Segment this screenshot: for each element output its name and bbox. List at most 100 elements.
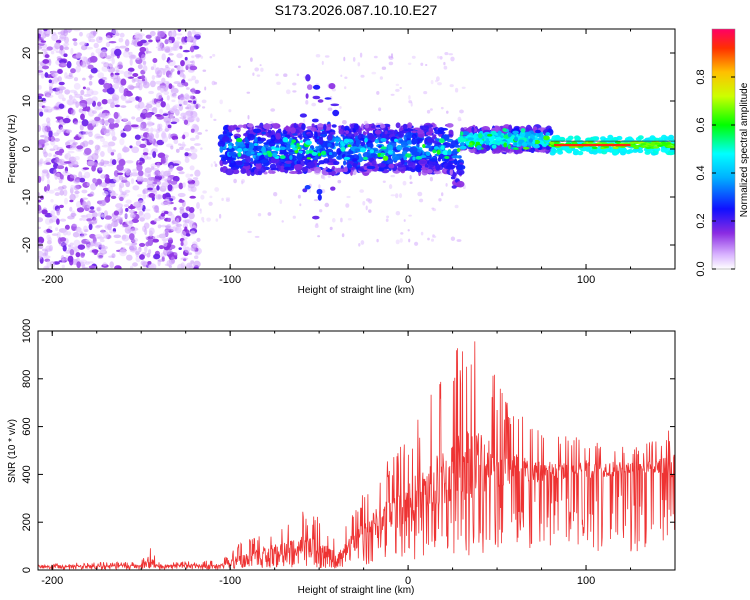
heatmap-cell: [57, 31, 64, 35]
heatmap-cell: [79, 41, 87, 46]
heatmap-cell: [352, 168, 357, 176]
heatmap-cell: [86, 243, 91, 250]
heatmap-cell: [263, 144, 270, 148]
heatmap-cell: [503, 142, 507, 148]
heatmap-cell: [44, 136, 50, 143]
heatmap-cell: [305, 149, 310, 155]
heatmap-cell: [173, 41, 181, 44]
heatmap-cell: [157, 224, 162, 229]
heatmap-cell: [340, 134, 345, 137]
heatmap-x-tick-label: 0: [405, 274, 411, 286]
heatmap-cell: [123, 145, 127, 153]
heatmap-cell: [280, 151, 290, 155]
heatmap-cell: [227, 157, 236, 161]
heatmap-cell: [269, 144, 275, 147]
heatmap-cell: [178, 247, 182, 251]
heatmap-cell: [42, 125, 47, 133]
heatmap-cell: [176, 64, 181, 71]
heatmap-cell: [183, 264, 190, 269]
heatmap-cell: [450, 56, 455, 62]
heatmap-cell: [66, 61, 72, 69]
heatmap-cell: [495, 136, 502, 141]
heatmap-cell: [612, 150, 619, 155]
heatmap-cell: [54, 192, 60, 197]
heatmap-cell: [56, 208, 61, 213]
heatmap-cell: [557, 150, 564, 155]
heatmap-cell: [172, 175, 180, 182]
heatmap-cell: [72, 38, 78, 42]
heatmap-cell: [411, 55, 416, 59]
heatmap-cell: [71, 258, 78, 266]
heatmap-cell: [58, 81, 65, 86]
heatmap-cell: [260, 67, 264, 72]
heatmap-cell: [139, 124, 144, 131]
heatmap-cell: [145, 34, 152, 39]
heatmap-cell: [273, 192, 278, 197]
heatmap-cell: [102, 191, 109, 196]
heatmap-cell: [439, 55, 443, 60]
heatmap-cell: [573, 148, 579, 154]
heatmap-cell: [100, 182, 108, 188]
heatmap-cell: [131, 116, 136, 120]
heatmap-cell: [110, 195, 117, 199]
heatmap-cell: [405, 167, 413, 171]
heatmap-cell: [246, 123, 254, 128]
heatmap-cell: [420, 167, 429, 170]
heatmap-cell: [282, 137, 289, 143]
heatmap-cell: [181, 141, 186, 149]
heatmap-cell: [158, 245, 164, 250]
heatmap-cell: [58, 180, 63, 184]
heatmap-cell: [408, 146, 418, 154]
heatmap-cell: [119, 249, 127, 257]
heatmap-cell: [113, 123, 120, 128]
heatmap-cell: [167, 124, 172, 129]
heatmap-cell: [177, 143, 182, 146]
heatmap-cell: [154, 218, 158, 223]
heatmap-cell: [139, 217, 145, 222]
heatmap-cell: [73, 184, 80, 191]
heatmap-x-tick-label: -100: [219, 274, 241, 286]
heatmap-cell: [168, 133, 172, 140]
heatmap-cell: [91, 178, 98, 183]
heatmap-cell: [374, 129, 382, 135]
heatmap-cell: [80, 89, 85, 96]
heatmap-cell: [64, 89, 71, 95]
heatmap-cell: [119, 196, 124, 202]
heatmap-cell: [142, 193, 147, 200]
heatmap-cell: [62, 245, 67, 252]
heatmap-cell: [219, 145, 224, 153]
heatmap-cell: [70, 109, 76, 116]
heatmap-cell: [176, 217, 180, 224]
heatmap-cell: [56, 165, 65, 170]
heatmap-cell: [169, 113, 175, 119]
heatmap-cell: [312, 95, 321, 100]
heatmap-cell: [227, 125, 236, 132]
heatmap-cell: [456, 239, 462, 242]
heatmap-cell: [76, 261, 81, 269]
heatmap-cell: [587, 141, 594, 144]
heatmap-cell: [125, 207, 129, 212]
heatmap-cell: [451, 185, 457, 189]
heatmap-cell: [347, 217, 352, 221]
heatmap-cell: [148, 90, 155, 95]
heatmap-cell: [313, 199, 319, 202]
heatmap-cell: [120, 132, 127, 138]
heatmap-cell: [100, 151, 105, 157]
heatmap-cell: [214, 163, 218, 167]
heatmap-cell: [289, 155, 293, 160]
heatmap-cell: [81, 264, 86, 269]
heatmap-cell: [95, 225, 101, 229]
heatmap-cell: [91, 249, 99, 254]
heatmap-cell: [38, 124, 42, 132]
heatmap-cell: [382, 155, 389, 161]
heatmap-cell: [228, 151, 237, 157]
heatmap-cell: [259, 64, 262, 67]
heatmap-cell: [79, 31, 83, 37]
colorbar: 0.0 0.2 0.4 0.6 0.8 Normalized spectral ampl…: [695, 28, 750, 277]
heatmap-cell: [170, 180, 178, 185]
heatmap-cell: [53, 104, 61, 111]
heatmap-cell: [343, 166, 348, 173]
heatmap-cell: [384, 130, 388, 135]
heatmap-cell: [105, 42, 111, 48]
